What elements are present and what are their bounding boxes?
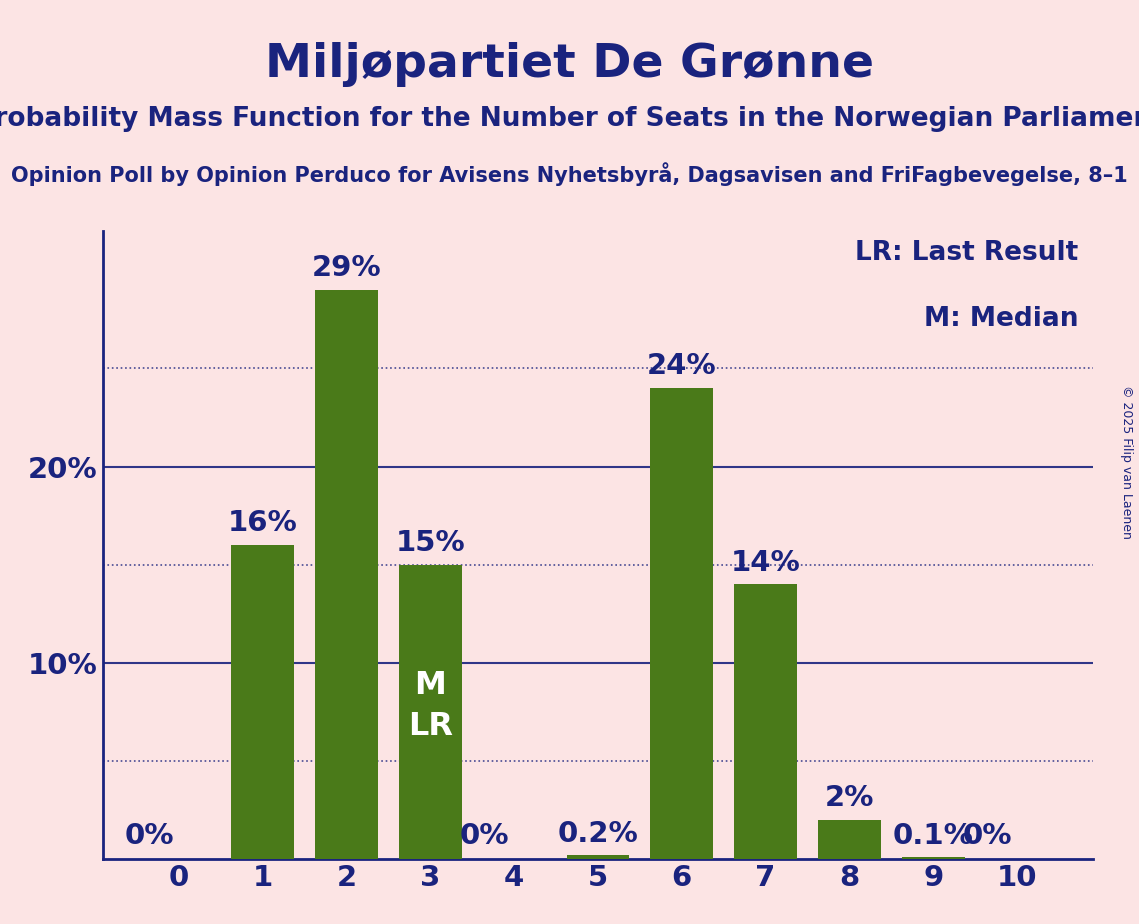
Text: LR: Last Result: LR: Last Result: [855, 240, 1079, 266]
Bar: [399, 565, 461, 859]
Text: Opinion Poll by Opinion Perduco for Avisens Nyhetsbyrå, Dagsavisen and FriFagbev: Opinion Poll by Opinion Perduco for Avis…: [11, 162, 1128, 186]
Bar: [566, 856, 630, 859]
Text: 29%: 29%: [312, 254, 382, 282]
Text: Miljøpartiet De Grønne: Miljøpartiet De Grønne: [265, 42, 874, 87]
Bar: [231, 545, 294, 859]
Text: 0.2%: 0.2%: [558, 820, 638, 847]
Text: 0.1%: 0.1%: [893, 821, 974, 849]
Text: © 2025 Filip van Laenen: © 2025 Filip van Laenen: [1121, 385, 1133, 539]
Text: 24%: 24%: [647, 352, 716, 381]
Text: 2%: 2%: [825, 784, 874, 812]
Text: 0%: 0%: [125, 821, 174, 849]
Bar: [818, 821, 880, 859]
Bar: [735, 585, 797, 859]
Text: 0%: 0%: [962, 821, 1013, 849]
Bar: [316, 290, 378, 859]
Text: 0%: 0%: [460, 821, 509, 849]
Text: 16%: 16%: [228, 509, 297, 538]
Bar: [650, 388, 713, 859]
Text: 15%: 15%: [395, 529, 465, 557]
Text: M
LR: M LR: [408, 671, 453, 742]
Text: 14%: 14%: [731, 549, 801, 577]
Bar: [902, 857, 965, 859]
Text: M: Median: M: Median: [924, 307, 1079, 333]
Text: Probability Mass Function for the Number of Seats in the Norwegian Parliament: Probability Mass Function for the Number…: [0, 106, 1139, 132]
